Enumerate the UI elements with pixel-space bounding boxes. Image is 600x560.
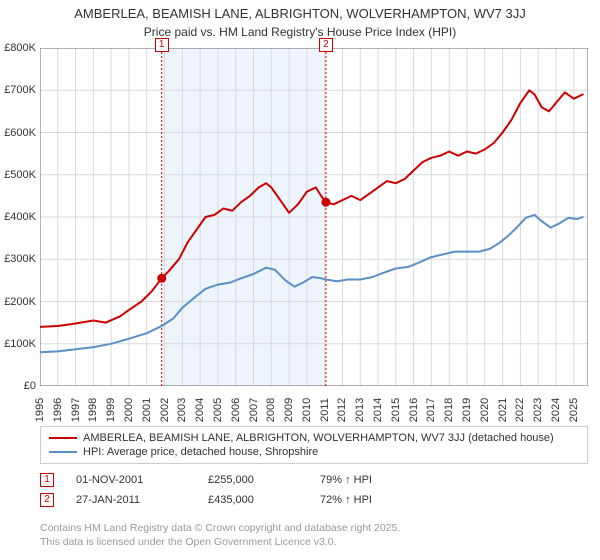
x-tick-label: 2001 — [141, 398, 153, 422]
sale-date: 01-NOV-2001 — [76, 474, 186, 486]
x-tick-label: 2009 — [283, 398, 295, 422]
x-tick-label: 1996 — [52, 398, 64, 422]
y-tick-label: £300K — [0, 253, 36, 265]
x-tick-label: 2020 — [479, 398, 491, 422]
x-tick-label: 2023 — [532, 398, 544, 422]
sale-pct: 72% ↑ HPI — [320, 494, 440, 506]
x-tick-label: 2000 — [123, 398, 135, 422]
sale-marker: 1 — [155, 38, 169, 52]
x-tick-label: 2008 — [265, 398, 277, 422]
footer-line: Contains HM Land Registry data © Crown c… — [40, 522, 588, 536]
x-tick-label: 2013 — [354, 398, 366, 422]
chart-area: £0£100K£200K£300K£400K£500K£600K£700K£80… — [40, 48, 588, 386]
legend-item: AMBERLEA, BEAMISH LANE, ALBRIGHTON, WOLV… — [49, 431, 579, 445]
x-tick-label: 1999 — [105, 398, 117, 422]
x-tick-label: 2019 — [461, 398, 473, 422]
x-tick-label: 2017 — [425, 398, 437, 422]
chart-subtitle: Price paid vs. HM Land Registry's House … — [0, 23, 600, 39]
y-tick-label: £500K — [0, 169, 36, 181]
y-tick-label: £100K — [0, 338, 36, 350]
legend-label: AMBERLEA, BEAMISH LANE, ALBRIGHTON, WOLV… — [83, 432, 554, 444]
x-tick-label: 2012 — [336, 398, 348, 422]
x-tick-label: 2005 — [212, 398, 224, 422]
y-tick-label: £800K — [0, 42, 36, 54]
footer-attribution: Contains HM Land Registry data © Crown c… — [40, 522, 588, 549]
sale-row: 2 27-JAN-2011 £435,000 72% ↑ HPI — [40, 490, 588, 510]
y-tick-label: £700K — [0, 84, 36, 96]
x-tick-label: 1995 — [34, 398, 46, 422]
footer-line: This data is licensed under the Open Gov… — [40, 536, 588, 550]
x-tick-label: 2002 — [159, 398, 171, 422]
sale-row: 1 01-NOV-2001 £255,000 79% ↑ HPI — [40, 470, 588, 490]
y-tick-label: £0 — [0, 380, 36, 392]
x-tick-label: 2014 — [372, 398, 384, 422]
sales-table: 1 01-NOV-2001 £255,000 79% ↑ HPI 2 27-JAN-201… — [40, 470, 588, 510]
x-tick-label: 2016 — [408, 398, 420, 422]
x-tick-label: 2018 — [443, 398, 455, 422]
sale-pct: 79% ↑ HPI — [320, 474, 440, 486]
x-tick-label: 1997 — [70, 398, 82, 422]
legend: AMBERLEA, BEAMISH LANE, ALBRIGHTON, WOLV… — [40, 426, 588, 464]
x-tick-label: 2024 — [550, 398, 562, 422]
sale-marker-cell: 1 — [40, 473, 54, 487]
x-tick-label: 2006 — [230, 398, 242, 422]
y-tick-label: £600K — [0, 127, 36, 139]
x-tick-label: 2011 — [319, 398, 331, 422]
sale-price: £255,000 — [208, 474, 298, 486]
sale-marker-cell: 2 — [40, 493, 54, 507]
chart-title: AMBERLEA, BEAMISH LANE, ALBRIGHTON, WOLV… — [0, 0, 600, 23]
x-tick-label: 2003 — [176, 398, 188, 422]
x-tick-label: 2021 — [497, 398, 509, 422]
x-tick-label: 1998 — [87, 398, 99, 422]
x-tick-label: 2007 — [248, 398, 260, 422]
x-tick-label: 2025 — [568, 398, 580, 422]
legend-label: HPI: Average price, detached house, Shro… — [83, 446, 318, 458]
x-tick-label: 2015 — [390, 398, 402, 422]
legend-swatch — [49, 451, 77, 453]
x-tick-label: 2022 — [514, 398, 526, 422]
legend-swatch — [49, 437, 77, 439]
sale-marker: 2 — [319, 38, 333, 52]
x-tick-label: 2004 — [194, 398, 206, 422]
y-tick-label: £200K — [0, 296, 36, 308]
x-tick-label: 2010 — [301, 398, 313, 422]
sale-date: 27-JAN-2011 — [76, 494, 186, 506]
chart-svg — [40, 48, 588, 386]
y-tick-label: £400K — [0, 211, 36, 223]
legend-item: HPI: Average price, detached house, Shro… — [49, 445, 579, 459]
sale-price: £435,000 — [208, 494, 298, 506]
